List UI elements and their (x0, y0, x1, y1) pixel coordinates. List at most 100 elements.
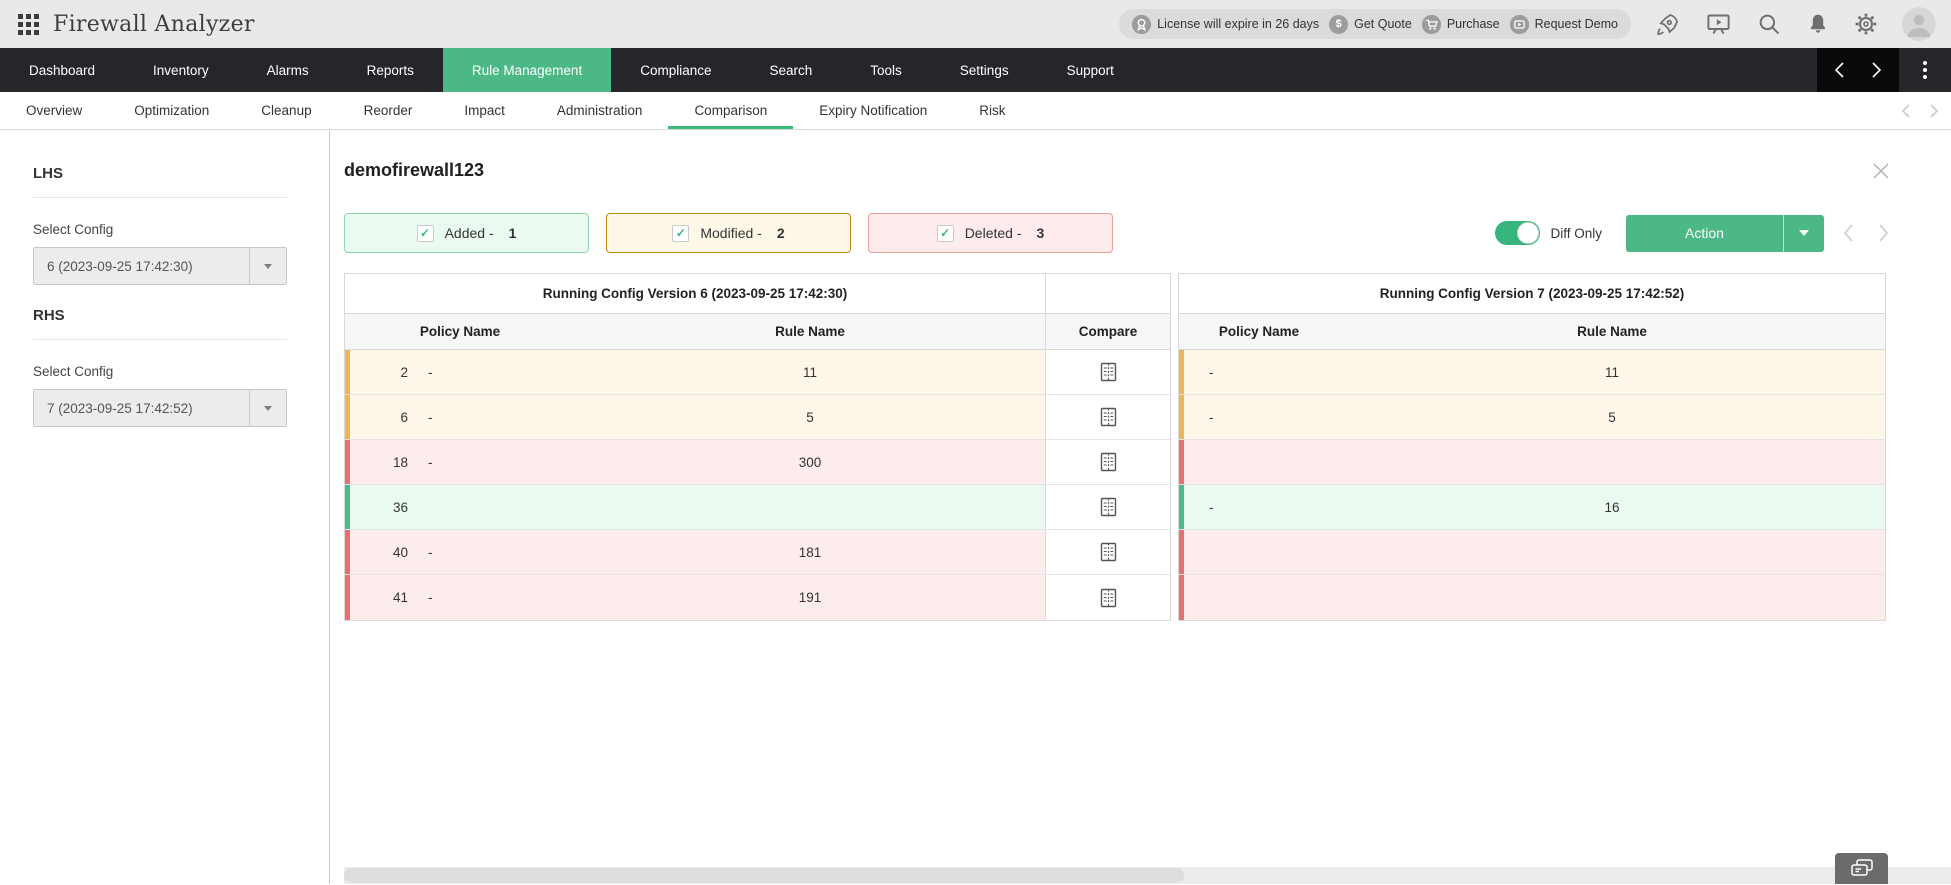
modified-indicator (345, 395, 350, 439)
deleted-checkbox[interactable]: ✓ (936, 224, 954, 242)
purchase-link[interactable]: Purchase (1421, 14, 1500, 34)
nav-item-search[interactable]: Search (769, 62, 813, 78)
top-bar: Firewall Analyzer License will expire in… (0, 0, 1951, 48)
nav-item-rule-management[interactable]: Rule Management (442, 48, 612, 92)
compare-button[interactable] (1045, 485, 1170, 529)
lhs-select-config-label: Select Config (33, 222, 114, 237)
rhs-select-caret-icon[interactable] (249, 390, 286, 426)
license-text: License will expire in 26 days (1157, 17, 1320, 31)
subnav-chevron-right-icon[interactable] (1929, 103, 1939, 119)
gear-icon[interactable] (1854, 12, 1878, 36)
tab-comparison[interactable]: Comparison (668, 92, 794, 129)
get-quote-link[interactable]: $ Get Quote (1329, 14, 1412, 34)
request-demo-label: Request Demo (1534, 17, 1618, 31)
rule-value: 11 (802, 364, 817, 380)
nav-item-dashboard[interactable]: Dashboard (29, 62, 96, 78)
request-demo-link[interactable]: Request Demo (1509, 14, 1618, 34)
avatar[interactable] (1902, 7, 1936, 41)
pager-chevron-left-icon[interactable] (1842, 222, 1855, 244)
tab-administration[interactable]: Administration (556, 103, 643, 118)
close-icon[interactable] (1872, 162, 1890, 180)
filter-chip-added[interactable]: ✓ Added - 1 (344, 213, 589, 253)
pager-chevron-right-icon[interactable] (1877, 222, 1890, 244)
tab-overview[interactable]: Overview (26, 103, 83, 118)
deleted-count: 3 (1036, 225, 1045, 241)
added-count: 1 (508, 225, 517, 241)
lhs-config-select[interactable]: 6 (2023-09-25 17:42:30) (33, 247, 287, 285)
compare-button[interactable] (1045, 395, 1170, 439)
scrollbar-thumb[interactable] (344, 868, 1184, 883)
deleted-indicator (1179, 440, 1184, 484)
nav-item-support[interactable]: Support (1066, 62, 1114, 78)
nav-item-tools[interactable]: Tools (870, 62, 902, 78)
presentation-icon[interactable] (1705, 11, 1732, 38)
nav-item-inventory[interactable]: Inventory (153, 62, 209, 78)
tab-impact[interactable]: Impact (464, 103, 505, 118)
lhs-select-caret-icon[interactable] (249, 248, 286, 284)
table-row (1179, 440, 1885, 485)
compare-button[interactable] (1045, 530, 1170, 574)
action-button[interactable]: Action (1626, 214, 1784, 252)
config-comparison-table: Running Config Version 6 (2023-09-25 17:… (344, 273, 1890, 621)
tab-reorder[interactable]: Reorder (363, 103, 413, 118)
filter-chip-modified[interactable]: ✓ Modified - 2 (606, 213, 851, 253)
table-row: 18 - 300 (345, 440, 1170, 485)
compare-button[interactable] (1045, 575, 1170, 620)
rhs-config-selected-value: 7 (2023-09-25 17:42:52) (47, 400, 193, 416)
table-row (1179, 575, 1885, 620)
modified-label: Modified - (700, 225, 762, 241)
feedback-button[interactable] (1835, 853, 1888, 884)
rule-value: 191 (798, 590, 822, 605)
nav-item-reports[interactable]: Reports (366, 62, 414, 78)
tab-cleanup[interactable]: Cleanup (261, 103, 312, 118)
rocket-icon[interactable] (1655, 11, 1681, 37)
rule-value: 11 (1604, 364, 1619, 380)
modified-checkbox[interactable]: ✓ (672, 224, 690, 242)
policy-dash: - (428, 544, 433, 560)
deleted-indicator (1179, 575, 1184, 620)
nav-chevron-right-icon[interactable] (1871, 61, 1882, 79)
action-split-button[interactable]: Action (1626, 214, 1824, 252)
app-grid-icon[interactable] (18, 13, 39, 35)
nav-item-settings[interactable]: Settings (959, 62, 1009, 78)
rule-value: 16 (1604, 499, 1620, 515)
horizontal-scrollbar[interactable] (344, 867, 1951, 884)
modified-indicator (1179, 350, 1184, 394)
tab-optimization[interactable]: Optimization (134, 103, 210, 118)
left-rule-name-header: Rule Name (775, 324, 845, 339)
policy-dash: - (1209, 364, 1214, 380)
deleted-indicator (345, 575, 350, 620)
nav-item-alarms[interactable]: Alarms (266, 62, 309, 78)
policy-value: 18 (392, 454, 408, 470)
filter-chip-deleted[interactable]: ✓ Deleted - 3 (868, 213, 1113, 253)
bell-icon[interactable] (1806, 12, 1830, 36)
device-title: demofirewall123 (344, 160, 485, 180)
added-checkbox[interactable]: ✓ (416, 224, 434, 242)
right-rule-name-header: Rule Name (1577, 324, 1647, 339)
rule-management-subnav: Overview Optimization Cleanup Reorder Im… (0, 92, 1951, 130)
diff-only-label: Diff Only (1550, 225, 1602, 241)
cart-icon (1421, 14, 1441, 34)
deleted-label: Deleted - (964, 225, 1022, 241)
action-caret-icon[interactable] (1784, 215, 1824, 252)
license-expiry[interactable]: License will expire in 26 days (1132, 14, 1320, 34)
compare-button[interactable] (1045, 440, 1170, 484)
tab-expiry-notification[interactable]: Expiry Notification (819, 103, 928, 118)
search-icon[interactable] (1756, 11, 1782, 37)
table-row (1179, 530, 1885, 575)
rule-value: 5 (1608, 409, 1616, 425)
purchase-label: Purchase (1446, 17, 1500, 31)
tab-risk[interactable]: Risk (979, 103, 1006, 118)
kebab-menu-icon[interactable] (1899, 48, 1951, 92)
rhs-config-select[interactable]: 7 (2023-09-25 17:42:52) (33, 389, 287, 427)
modified-indicator (345, 350, 350, 394)
diff-only-toggle[interactable] (1495, 221, 1541, 245)
nav-item-compliance[interactable]: Compliance (640, 62, 712, 78)
subnav-chevron-left-icon[interactable] (1901, 103, 1911, 119)
table-row: 6 - 5 (345, 395, 1170, 440)
nav-scroll-box (1817, 48, 1899, 92)
added-label: Added - (444, 225, 494, 241)
compare-button[interactable] (1045, 350, 1170, 394)
nav-chevron-left-icon[interactable] (1834, 61, 1845, 79)
left-version-header: Running Config Version 6 (2023-09-25 17:… (542, 286, 848, 301)
